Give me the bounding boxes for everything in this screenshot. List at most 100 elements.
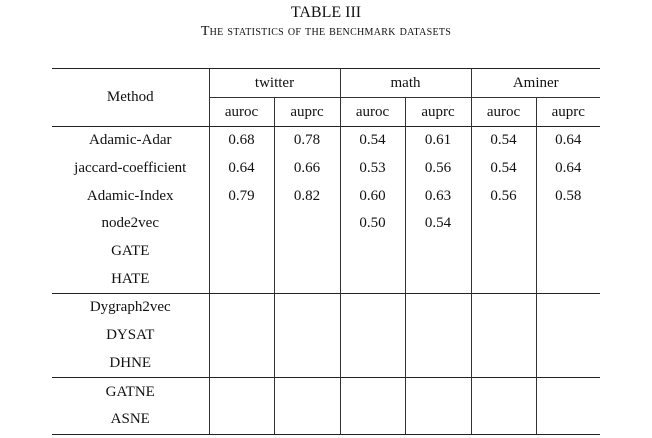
score-cell [208,237,274,266]
score-cell [208,377,274,406]
score-cell [470,210,536,238]
score-cell: 0.68 [208,125,274,155]
score-cell [273,405,340,435]
score-cell [404,265,471,294]
score-cell [470,265,536,294]
score-cell [404,349,471,378]
score-cell [208,321,274,350]
table-row: Dygraph2vec [52,293,601,322]
score-cell [273,237,340,266]
method-name-cell: HATE [111,270,150,287]
score-cell [535,293,601,322]
score-cell [339,321,405,350]
metric-header: auroc [339,97,405,127]
method-name-cell: jaccard-coefficient [74,160,187,177]
score-cell: 0.60 [339,182,405,211]
score-cell [339,265,405,294]
score-cell [273,321,340,350]
benchmark-table: Method twitter math Aminer auroc auprc a… [52,68,601,435]
table-row: HATE [52,265,601,294]
dataset-header-aminer: Aminer [470,68,601,98]
method-column-header: Method [52,68,209,127]
score-cell [339,349,405,378]
score-cell [535,405,601,435]
score-cell [208,265,274,294]
score-cell [208,293,274,322]
table-caption: The statistics of the benchmark datasets [200,24,452,39]
table-row: GATNE [52,377,601,406]
table-row: node2vec 0.50 0.54 [52,210,601,238]
score-cell [208,349,274,378]
score-cell [404,405,471,435]
score-cell: 0.64 [535,125,601,155]
table-row: Adamic-Adar 0.68 0.78 0.54 0.61 0.54 0.64 [52,125,601,155]
score-cell: 0.54 [470,125,536,155]
score-cell [404,377,471,406]
method-name-cell: DYSAT [106,327,155,344]
metric-header: auprc [404,97,471,127]
score-cell [208,210,274,238]
method-name-cell: GATNE [52,377,209,406]
table-number: TABLE III [290,4,362,21]
method-name-cell: ASNE [52,405,209,435]
score-cell [339,293,405,322]
score-cell [339,377,405,406]
score-cell: 0.58 [535,182,601,211]
score-cell [535,377,601,406]
score-cell [535,321,601,350]
dataset-header-twitter: twitter [208,68,340,98]
score-cell: 0.50 [339,210,405,238]
method-name-cell: node2vec [101,215,159,232]
score-cell: 0.56 [404,154,471,183]
score-cell: 0.53 [339,154,405,183]
score-cell [535,237,601,266]
dataset-header-math: math [339,68,471,98]
score-cell [535,210,601,238]
metric-header: auroc [470,97,536,127]
method-name-cell: DHNE [109,354,152,371]
table-row: DYSAT [52,321,601,350]
score-cell [339,405,405,435]
score-cell [273,265,340,294]
table-row: jaccard-coefficient 0.64 0.66 0.53 0.56 0.54 0… [52,154,601,183]
table-row: DHNE [52,349,601,378]
table-row: ASNE [52,405,601,435]
table-row: Adamic-Index 0.79 0.82 0.60 0.63 0.56 0.58 [52,182,601,211]
table-row: GATE [52,237,601,266]
score-cell [535,349,601,378]
score-cell: 0.78 [273,125,340,155]
score-cell [404,321,471,350]
score-cell: 0.64 [535,154,601,183]
score-cell [273,377,340,406]
metric-header: auroc [208,97,274,127]
score-cell: 0.54 [404,210,471,238]
score-cell: 0.56 [470,182,536,211]
score-cell: 0.79 [208,182,274,211]
score-cell: 0.54 [470,154,536,183]
score-cell [470,293,536,322]
score-cell: 0.63 [404,182,471,211]
score-cell [273,349,340,378]
score-cell: 0.66 [273,154,340,183]
score-cell: 0.54 [339,125,405,155]
score-cell [339,237,405,266]
method-name-cell: GATE [111,243,150,260]
score-cell [470,237,536,266]
score-cell [208,405,274,435]
method-name-cell: Adamic-Adar [52,125,209,155]
score-cell [470,377,536,406]
score-cell: 0.82 [273,182,340,211]
table-body: Adamic-Adar 0.68 0.78 0.54 0.61 0.54 0.64 jacca… [52,125,601,435]
score-cell [273,210,340,238]
method-name-cell: Adamic-Index [86,187,174,204]
score-cell [404,293,471,322]
metric-header: auprc [273,97,340,127]
score-cell: 0.61 [404,125,471,155]
metric-header: auprc [535,97,601,127]
score-cell [470,321,536,350]
score-cell [535,265,601,294]
method-name-cell: Dygraph2vec [52,293,209,322]
score-cell [470,405,536,435]
score-cell [273,293,340,322]
score-cell: 0.64 [208,154,274,183]
